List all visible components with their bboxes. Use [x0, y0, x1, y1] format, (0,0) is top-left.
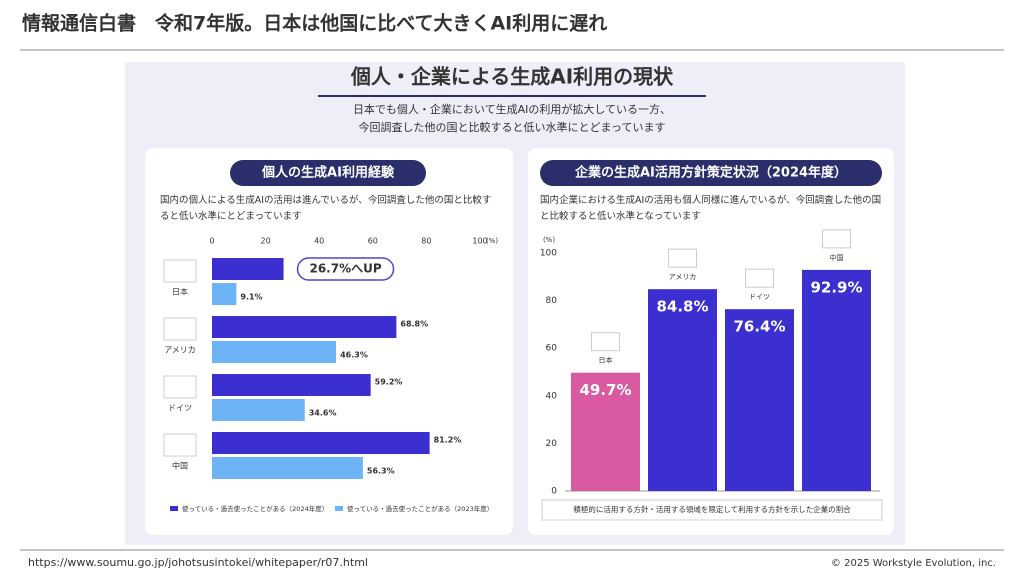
value-label: 76.4%	[733, 318, 785, 336]
x-tick-label: 20	[261, 237, 271, 246]
category-label: アメリカ	[669, 273, 697, 281]
category-label: ドイツ	[168, 404, 192, 413]
legend-label: 使っている・過去使ったことがある（2024年度）	[182, 504, 328, 513]
value-label: 81.2%	[434, 436, 462, 445]
infographic-title: 個人・企業による生成AI利用の現状	[350, 65, 674, 89]
category-label: ドイツ	[749, 293, 770, 301]
y-tick-label: 100	[540, 249, 557, 259]
category-label: 日本	[599, 356, 613, 365]
chart-description: 国内企業における生成AIの活用も個人同様に進んでいるが、今回調査した他の国と比較…	[540, 195, 882, 222]
panel-title-pill	[540, 160, 882, 186]
chart-title: 企業の生成AI活用方針策定状況（2024年度）	[574, 165, 847, 181]
category-label: 中国	[830, 253, 844, 262]
value-label: 34.6%	[309, 409, 337, 418]
x-axis-label: (%)	[486, 237, 498, 245]
copyright: © 2025 Workstyle Evolution, inc.	[831, 558, 996, 569]
legend-swatch	[335, 506, 343, 511]
chart-title: 個人の生成AI利用経験	[261, 165, 395, 181]
bar	[212, 374, 371, 396]
flag-icon	[163, 433, 197, 457]
description-box: 国内の個人による生成AIの活用は進んでいるが、今回調査した他の国と比較すると低い…	[160, 195, 492, 222]
y-tick-label: 20	[546, 439, 558, 449]
bar	[212, 316, 397, 338]
x-tick-label: 100	[472, 237, 487, 246]
footer-url: https://www.soumu.go.jp/johotsusintokei/…	[28, 556, 368, 569]
flag-icon	[591, 332, 620, 352]
value-label: 49.7%	[579, 381, 631, 399]
flag-icon	[163, 375, 197, 399]
value-label: 26.7%へUP	[309, 262, 381, 276]
caption-box	[541, 499, 883, 521]
x-tick-label: 80	[421, 237, 431, 246]
value-label: 68.8%	[400, 320, 428, 329]
value-label: 56.3%	[367, 467, 395, 476]
bar	[212, 457, 363, 479]
bar	[212, 283, 237, 305]
value-label: 59.2%	[375, 378, 403, 387]
bar	[212, 432, 430, 454]
y-tick-label: 0	[551, 487, 557, 497]
callout	[296, 257, 395, 281]
bar	[725, 309, 794, 491]
value-label: 84.8%	[656, 298, 708, 316]
value-label: 9.1%	[240, 293, 262, 302]
bar	[802, 269, 871, 491]
value-label: 46.3%	[340, 351, 368, 360]
category-label: アメリカ	[164, 346, 196, 355]
flag-icon	[163, 259, 197, 283]
value-label: 92.9%	[810, 278, 862, 296]
subtitle: 今回調査した他の国と比較すると低い水準にとどまっています	[358, 120, 665, 134]
bar	[212, 258, 284, 280]
subtitle: 日本でも個人・企業において生成AIの利用が拡大している一方、	[353, 102, 671, 116]
slide-title: 情報通信白書 令和7年版。日本は他国に比べて大きくAI利用に遅れ	[22, 12, 607, 35]
y-tick-label: 40	[546, 391, 558, 401]
category-label: 中国	[172, 461, 188, 471]
chart-caption: 積極的に活用する方針・活用する領域を限定して利用する方針を示した企業の割合	[573, 504, 851, 514]
legend-swatch	[170, 506, 178, 511]
chart-description: 国内の個人による生成AIの活用は進んでいるが、今回調査した他の国と比較すると低い…	[160, 195, 492, 222]
panel-title-pill	[230, 160, 426, 186]
legend-label: 使っている・過去使ったことがある（2023年度）	[347, 504, 493, 513]
flag-icon	[163, 317, 197, 341]
category-label: 日本	[172, 287, 188, 297]
x-tick-label: 40	[314, 237, 324, 246]
flag-icon	[668, 248, 697, 268]
bar	[212, 341, 337, 363]
flag-icon	[822, 229, 851, 249]
flag-icon	[745, 268, 774, 288]
x-tick-label: 0	[209, 237, 214, 246]
bar	[212, 399, 305, 421]
y-tick-label: 60	[546, 344, 558, 354]
y-axis-label: (%)	[543, 236, 555, 244]
y-tick-label: 80	[546, 296, 558, 306]
bar	[571, 372, 640, 491]
bar	[648, 289, 717, 491]
x-tick-label: 60	[368, 237, 378, 246]
description-box: 国内企業における生成AIの活用も個人同様に進んでいるが、今回調査した他の国と比較…	[540, 195, 882, 222]
